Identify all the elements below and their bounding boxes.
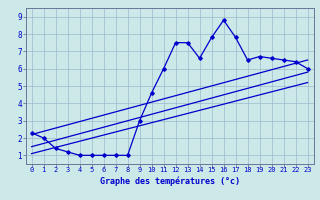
X-axis label: Graphe des températures (°c): Graphe des températures (°c) (100, 176, 240, 186)
